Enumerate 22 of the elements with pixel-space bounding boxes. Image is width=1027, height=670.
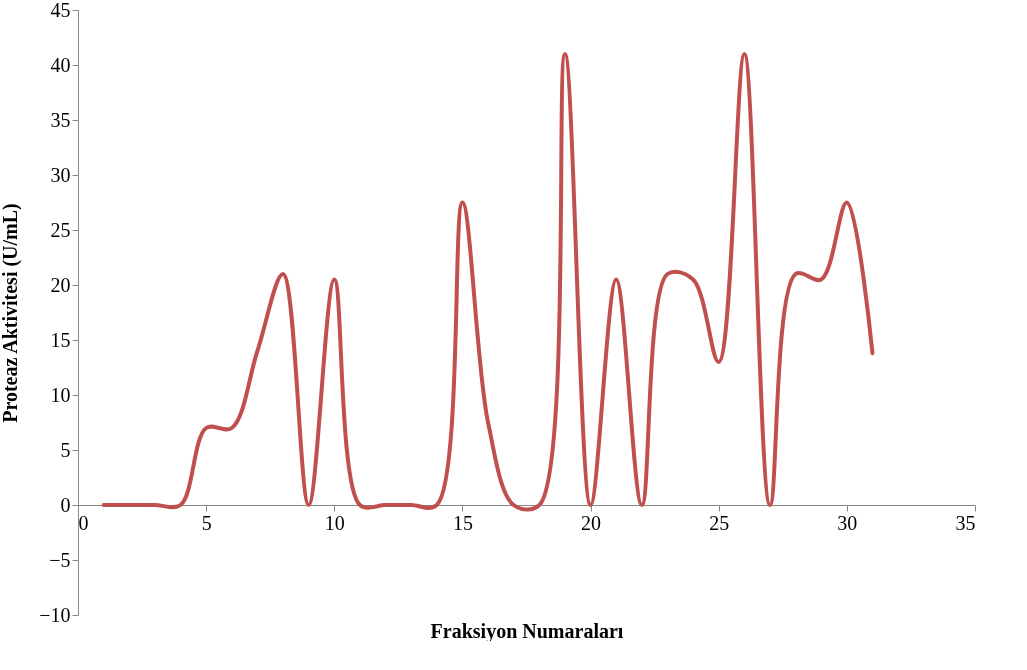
x-tick-label: 35 [955,511,976,534]
x-axis-title: Fraksiyon Numaraları [430,619,624,643]
y-tick-label: 20 [50,273,71,296]
y-tick-label: 15 [50,328,71,351]
y-axis-title: Proteaz Aktivitesi (U/mL) [0,203,23,423]
y-tick-label: 30 [50,163,71,186]
y-tick-label: 35 [50,108,71,131]
y-tick-label: −10 [39,603,71,626]
x-tick-label: 20 [581,511,602,534]
y-tick-label: 25 [50,218,71,241]
x-tick-label: 0 [78,511,89,534]
x-tick-label: 30 [837,511,858,534]
x-tick-label: 25 [709,511,730,534]
y-tick-label: 45 [50,0,71,21]
y-tick-label: 5 [60,438,71,461]
x-tick-label: 5 [201,511,212,534]
y-tick-label: 10 [50,383,71,406]
y-tick-label: 40 [50,53,71,76]
x-tick-label: 10 [324,511,345,534]
y-tick-label: 0 [60,493,71,516]
x-tick-label: 15 [452,511,473,534]
y-tick-label: −5 [49,548,71,571]
